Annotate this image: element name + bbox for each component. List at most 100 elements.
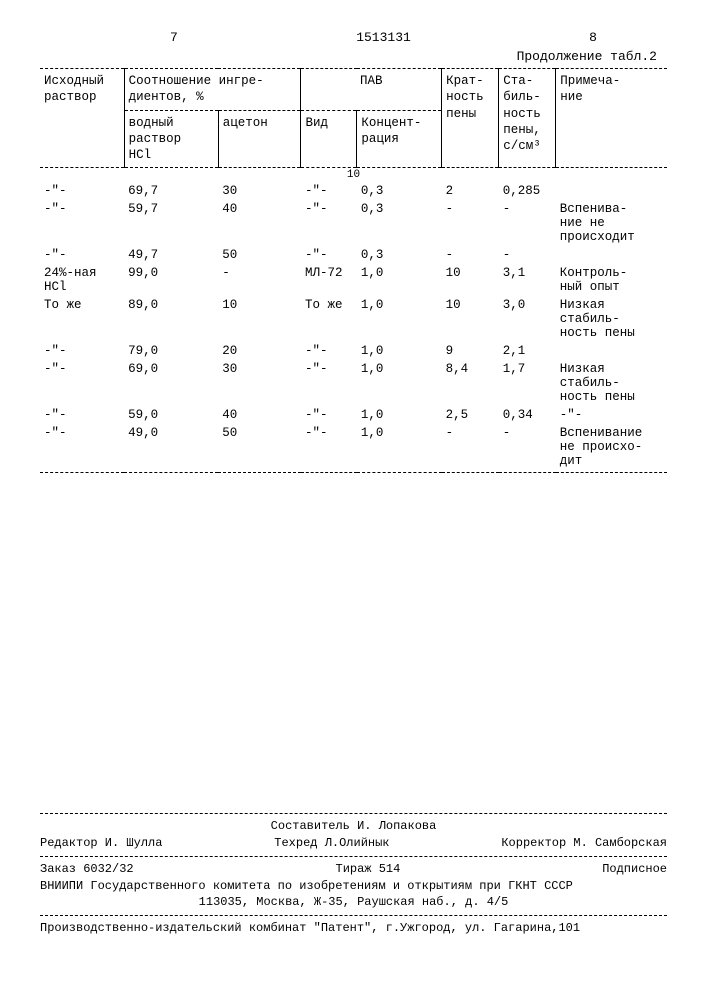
table-cell-c5: - — [499, 424, 556, 470]
table-cell-c4: 2 — [442, 182, 499, 200]
table-cell-c2a: 79,0 — [124, 342, 218, 360]
table-cell-c3b: 0,3 — [357, 200, 442, 246]
table-cell-c2b: 50 — [218, 424, 301, 470]
table-cell-c3a: МЛ-72 — [301, 264, 357, 296]
col-foam-ratio: Крат-ностьпены — [442, 69, 499, 168]
table-cell-c3a: -"- — [301, 360, 357, 406]
col-pav-concentration: Концент-рация — [357, 110, 442, 168]
table-row: -"-69,030-"-1,08,41,7Низкаястабиль-ность… — [40, 360, 667, 406]
table-cell-c6 — [556, 182, 667, 200]
table-cell-c6 — [556, 342, 667, 360]
table-cell-c4: 10 — [442, 264, 499, 296]
table-row: -"-69,730-"-0,320,285 — [40, 182, 667, 200]
table-cell-c6: Низкаястабиль-ность пены — [556, 296, 667, 342]
table-cell-c5: - — [499, 200, 556, 246]
table-cell-c2a: 49,0 — [124, 424, 218, 470]
table-cell-c3b: 1,0 — [357, 360, 442, 406]
table-cell-c2a: 49,7 — [124, 246, 218, 264]
table-cell-c1: -"- — [40, 200, 124, 246]
table-cell-c2b: - — [218, 264, 301, 296]
table-cell-c2a: 69,0 — [124, 360, 218, 406]
line-marker: 10 — [40, 168, 667, 183]
table-cell-c2b: 30 — [218, 182, 301, 200]
table-cell-c4: - — [442, 246, 499, 264]
table-cell-c3a: -"- — [301, 200, 357, 246]
table-cell-c5: 3,0 — [499, 296, 556, 342]
table-cell-c4: - — [442, 424, 499, 470]
table-cell-c2a: 89,0 — [124, 296, 218, 342]
footer-address: 113035, Москва, Ж-35, Раушская наб., д. … — [40, 894, 667, 911]
table-cell-c5: 2,1 — [499, 342, 556, 360]
table-row: -"-59,740-"-0,3--Вспенива-ние непроисход… — [40, 200, 667, 246]
footer-techred: Техред Л.Олийнык — [274, 835, 389, 852]
table-cell-c4: 2,5 — [442, 406, 499, 424]
table-header-row-1: Исходныйраствор Соотношение ингре-диенто… — [40, 69, 667, 111]
table-cell-c6: Низкаястабиль-ность пены — [556, 360, 667, 406]
table-cell-c1: -"- — [40, 182, 124, 200]
table-cell-c3b: 0,3 — [357, 246, 442, 264]
footer-order: Заказ 6032/32 — [40, 861, 134, 878]
table-cell-c3b: 1,0 — [357, 264, 442, 296]
table-cell-c3a: -"- — [301, 342, 357, 360]
table-cell-c5: 0,34 — [499, 406, 556, 424]
col-source-solution: Исходныйраствор — [40, 69, 124, 168]
footer-corrector: Корректор М. Самборская — [501, 835, 667, 852]
table-cell-c4: 9 — [442, 342, 499, 360]
footer-block: Составитель И. Лопакова Редактор И. Шулл… — [40, 813, 667, 937]
table-cell-c2b: 20 — [218, 342, 301, 360]
table-cell-c1: -"- — [40, 406, 124, 424]
table-cell-c2b: 30 — [218, 360, 301, 406]
table-cell-c5: 1,7 — [499, 360, 556, 406]
table-cell-c5: - — [499, 246, 556, 264]
footer-vniipi: ВНИИПИ Государственного комитета по изоб… — [40, 878, 667, 895]
table-cell-c3b: 1,0 — [357, 342, 442, 360]
footer-subscription: Подписное — [602, 861, 667, 878]
table-cell-c3a: -"- — [301, 406, 357, 424]
col-pav-type: Вид — [301, 110, 357, 168]
page-number-left: 7 — [170, 30, 178, 45]
table-cell-c3a: -"- — [301, 246, 357, 264]
table-cell-c4: 10 — [442, 296, 499, 342]
table-cell-c3a: То же — [301, 296, 357, 342]
footer-publisher: Производственно-издательский комбинат "П… — [40, 920, 667, 937]
table-cell-c4: 8,4 — [442, 360, 499, 406]
table-cell-c3b: 1,0 — [357, 296, 442, 342]
table-cell-c3a: -"- — [301, 182, 357, 200]
table-row: -"-59,040-"-1,02,50,34-"- — [40, 406, 667, 424]
table-cell-c2a: 59,0 — [124, 406, 218, 424]
table-cell-c3b: 0,3 — [357, 182, 442, 200]
footer-tirage: Тираж 514 — [336, 861, 401, 878]
footer-compiler: Составитель И. Лопакова — [40, 818, 667, 835]
table-cell-c1: -"- — [40, 342, 124, 360]
col-hcl-solution: водныйрастворHCl — [124, 110, 218, 168]
table-cell-c2b: 50 — [218, 246, 301, 264]
table-cell-c1: -"- — [40, 360, 124, 406]
page-header: 7 1513131 8 — [40, 30, 667, 45]
table-cell-c5: 0,285 — [499, 182, 556, 200]
table-cell-c2b: 10 — [218, 296, 301, 342]
document-number: 1513131 — [356, 30, 411, 45]
table-cell-c1: То же — [40, 296, 124, 342]
table-cell-c6: Вспениваниене происхо-дит — [556, 424, 667, 470]
table-cell-c1: 24%-наяHCl — [40, 264, 124, 296]
data-table: Исходныйраствор Соотношение ингре-диенто… — [40, 68, 667, 473]
table-cell-c3a: -"- — [301, 424, 357, 470]
table-cell-c2b: 40 — [218, 200, 301, 246]
table-cell-c6: -"- — [556, 406, 667, 424]
table-cell-c2a: 99,0 — [124, 264, 218, 296]
table-row: То же89,010То же1,0103,0Низкаястабиль-но… — [40, 296, 667, 342]
table-row: 24%-наяHCl99,0-МЛ-721,0103,1Контроль-ный… — [40, 264, 667, 296]
table-cell-c6 — [556, 246, 667, 264]
col-pav: ПАВ — [301, 69, 442, 111]
table-cell-c1: -"- — [40, 246, 124, 264]
table-row: -"-79,020-"-1,092,1 — [40, 342, 667, 360]
table-cell-c6: Вспенива-ние непроисходит — [556, 200, 667, 246]
table-continuation-label: Продолжение табл.2 — [40, 49, 667, 64]
table-cell-c3b: 1,0 — [357, 424, 442, 470]
table-cell-c2b: 40 — [218, 406, 301, 424]
table-row: -"-49,050-"-1,0--Вспениваниене происхо-д… — [40, 424, 667, 470]
col-acetone: ацетон — [218, 110, 301, 168]
table-marker-row: 10 — [40, 168, 667, 183]
table-cell-c3b: 1,0 — [357, 406, 442, 424]
table-bottom-line — [40, 470, 667, 473]
